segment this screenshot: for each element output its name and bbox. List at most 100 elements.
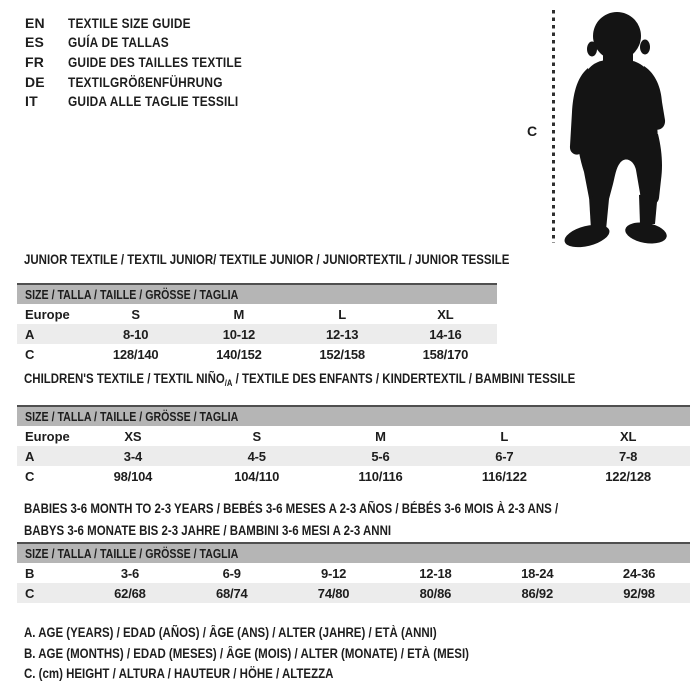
table-cell: 5-6	[371, 448, 390, 464]
size-table-babies: SIZE / TALLA / TAILLE / GRÖSSE / TAGLIA …	[17, 542, 690, 603]
table-cell: 10-12	[222, 326, 255, 342]
table-row: A 8-10 10-12 12-13 14-16	[17, 324, 497, 344]
language-list: EN TEXTILE SIZE GUIDE ES GUÍA DE TALLAS …	[25, 13, 273, 111]
size-table-children: SIZE / TALLA / TAILLE / GRÖSSE / TAGLIA …	[17, 405, 690, 486]
table-cell: M	[375, 428, 386, 444]
footnote-text: C. (cm) HEIGHT / ALTURA / HAUTEUR / HÖHE…	[24, 666, 334, 681]
size-header-label: SIZE / TALLA / TAILLE / GRÖSSE / TAGLIA	[25, 409, 239, 424]
language-code: FR	[25, 53, 45, 70]
section-title-text: BABYS 3-6 MONATE BIS 2-3 JAHRE / BAMBINI…	[24, 523, 392, 538]
size-header-bar: SIZE / TALLA / TAILLE / GRÖSSE / TAGLIA	[17, 285, 497, 304]
size-header-label: SIZE / TALLA / TAILLE / GRÖSSE / TAGLIA	[25, 287, 239, 302]
section-title-junior: JUNIOR TEXTILE / TEXTIL JUNIOR/ TEXTILE …	[24, 252, 595, 268]
table-cell: 158/170	[422, 346, 469, 362]
table-cell: XS	[124, 428, 142, 444]
language-code: ES	[25, 34, 45, 51]
section-title-babies-line2: BABYS 3-6 MONATE BIS 2-3 JAHRE / BAMBINI…	[24, 523, 456, 539]
table-cell: 140/152	[216, 346, 262, 362]
table-cell: 18-24	[521, 565, 554, 581]
table-cell: XL	[437, 306, 454, 322]
table-cell: 86/92	[521, 585, 553, 601]
table-cell: 6-9	[222, 565, 241, 581]
table-row: Europe S M L XL	[17, 304, 497, 324]
table-cell: 9-12	[320, 565, 347, 581]
table-row: Europe XS S M L XL	[17, 426, 690, 446]
table-row: C 62/68 68/74 74/80 80/86 86/92 92/98	[17, 583, 690, 603]
language-label: GUÍA DE TALLAS	[68, 34, 169, 51]
language-row: FR GUIDE DES TAILLES TEXTILE	[25, 52, 273, 72]
table-cell: 7-8	[618, 448, 638, 464]
table-row: C 98/104 104/110 110/116 116/122 122/128	[17, 466, 690, 486]
language-label: TEXTILGRÖßENFÜHRUNG	[68, 73, 223, 90]
table-cell: 24-36	[622, 565, 656, 581]
footnote-line: A. AGE (YEARS) / EDAD (AÑOS) / ÂGE (ANS)…	[24, 623, 547, 644]
table-cell: 6-7	[495, 448, 514, 464]
footnote-line: B. AGE (MONTHS) / EDAD (MESES) / ÂGE (MO…	[24, 644, 547, 665]
section-title-babies-line1: BABIES 3-6 MONTH TO 2-3 YEARS / BEBÉS 3-…	[24, 501, 652, 517]
table-cell: 80/86	[419, 585, 452, 601]
section-title-text: CHILDREN'S TEXTILE / TEXTIL NIÑO/A / TEX…	[24, 371, 575, 388]
size-table-junior: SIZE / TALLA / TAILLE / GRÖSSE / TAGLIA …	[17, 283, 497, 364]
language-row: IT GUIDA ALLE TAGLIE TESSILI	[25, 91, 273, 111]
size-header-bar: SIZE / TALLA / TAILLE / GRÖSSE / TAGLIA	[17, 407, 690, 426]
language-row: ES GUÍA DE TALLAS	[25, 33, 273, 53]
table-cell: 62/68	[114, 585, 146, 601]
row-label: Europe	[25, 306, 70, 322]
table-cell: 12-13	[326, 326, 359, 342]
table-cell: 98/104	[113, 468, 153, 484]
footnote-text: A. AGE (YEARS) / EDAD (AÑOS) / ÂGE (ANS)…	[24, 625, 437, 640]
table-cell: 14-16	[429, 326, 462, 342]
table-cell: XL	[619, 428, 637, 444]
row-label: Europe	[25, 428, 70, 444]
row-label: C	[25, 585, 35, 601]
row-label: C	[25, 346, 35, 362]
language-label: TEXTILE SIZE GUIDE	[68, 14, 191, 31]
height-dotted-line	[552, 10, 555, 243]
section-title-children: CHILDREN'S TEXTILE / TEXTIL NIÑO/A / TEX…	[24, 371, 673, 388]
row-label: A	[25, 448, 35, 464]
table-cell: S	[131, 306, 140, 322]
table-cell: 3-4	[123, 448, 142, 464]
language-code: DE	[25, 73, 45, 90]
table-cell: M	[233, 306, 245, 322]
language-label: GUIDE DES TAILLES TEXTILE	[68, 53, 242, 70]
row-label: C	[25, 468, 35, 484]
language-label: GUIDA ALLE TAGLIE TESSILI	[68, 93, 239, 110]
table-cell: 4-5	[247, 448, 266, 464]
footnotes: A. AGE (YEARS) / EDAD (AÑOS) / ÂGE (ANS)…	[24, 623, 547, 685]
section-title-text: JUNIOR TEXTILE / TEXTIL JUNIOR/ TEXTILE …	[24, 252, 510, 267]
table-cell: 12-18	[419, 565, 452, 581]
table-cell: 110/116	[358, 468, 403, 484]
table-cell: S	[252, 428, 261, 444]
table-cell: 104/110	[234, 468, 280, 484]
size-header-bar: SIZE / TALLA / TAILLE / GRÖSSE / TAGLIA	[17, 544, 690, 563]
table-cell: 68/74	[215, 585, 248, 601]
table-cell: 116/122	[481, 468, 527, 484]
size-header-label: SIZE / TALLA / TAILLE / GRÖSSE / TAGLIA	[25, 546, 239, 561]
table-row: A 3-4 4-5 5-6 6-7 7-8	[17, 446, 690, 466]
table-cell: 74/80	[317, 585, 350, 601]
table-cell: 128/140	[112, 346, 159, 362]
table-cell: 92/98	[623, 585, 655, 601]
table-cell: 152/158	[319, 346, 365, 362]
section-title-text: BABIES 3-6 MONTH TO 2-3 YEARS / BEBÉS 3-…	[24, 501, 559, 516]
title-subscript: /A	[224, 378, 233, 388]
row-label: A	[25, 326, 35, 342]
title-prefix: CHILDREN'S TEXTILE / TEXTIL NIÑO	[24, 371, 225, 386]
baby-silhouette-icon	[564, 12, 667, 248]
footnote-line: C. (cm) HEIGHT / ALTURA / HAUTEUR / HÖHE…	[24, 664, 547, 685]
table-cell: 3-6	[120, 565, 140, 581]
table-cell: L	[338, 306, 346, 322]
table-row: B 3-6 6-9 9-12 12-18 18-24 24-36	[17, 563, 690, 583]
table-cell: 122/128	[605, 468, 651, 484]
table-row: C 128/140 140/152 152/158 158/170	[17, 344, 497, 364]
language-code: EN	[25, 14, 45, 31]
language-code: IT	[25, 93, 38, 110]
figure-height-label: C	[527, 123, 538, 139]
title-suffix: / TEXTILE DES ENFANTS / KINDERTEXTIL / B…	[232, 371, 576, 386]
table-cell: L	[500, 428, 509, 444]
table-cell: 8-10	[123, 326, 149, 342]
language-row: DE TEXTILGRÖßENFÜHRUNG	[25, 72, 273, 92]
language-row: EN TEXTILE SIZE GUIDE	[25, 13, 273, 33]
row-label: B	[25, 565, 35, 581]
